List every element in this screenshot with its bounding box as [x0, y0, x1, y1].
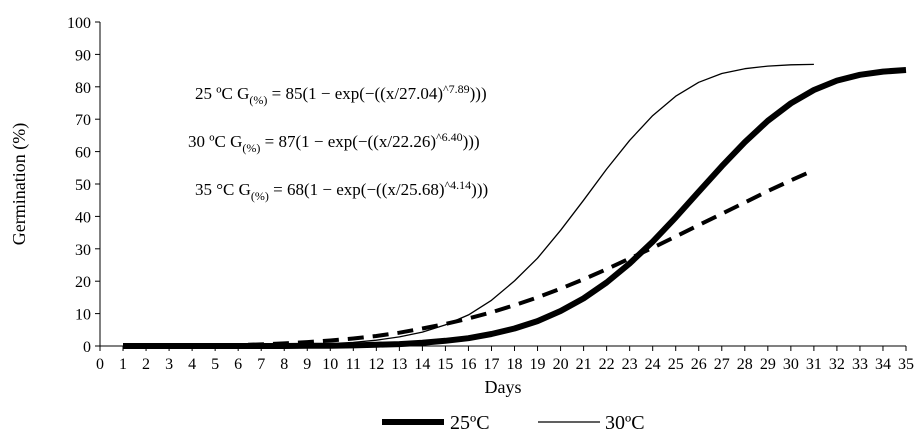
x-tick-label: 11 [346, 356, 361, 373]
x-tick-label: 18 [507, 356, 523, 373]
x-tick-label: 26 [691, 356, 707, 373]
x-tick-label: 13 [391, 356, 407, 373]
x-tick-label: 6 [234, 356, 242, 373]
x-tick-label: 15 [437, 356, 453, 373]
x-axis-ticks: 0 1 2 3 4 5 6 7 8 9 10 11 12 13 14 15 16 17 18 19 20 21 22 23 24… [96, 346, 914, 373]
x-tick-label: 23 [622, 356, 638, 373]
x-tick-label: 25 [668, 356, 684, 373]
x-tick-label: 3 [165, 356, 173, 373]
x-tick-label: 5 [211, 356, 219, 373]
x-tick-label: 28 [737, 356, 753, 373]
y-tick-label: 30 [75, 242, 91, 259]
y-tick-label: 60 [75, 145, 91, 162]
series-line-thick-dashed [123, 168, 815, 348]
series-line-thick-solid [123, 67, 907, 349]
equation-annotations: 25 ºC G(%) = 85(1 − exp(−((x/27.04)^7.89… [188, 82, 488, 203]
x-tick-label: 31 [806, 356, 822, 373]
x-axis-title: Days [485, 377, 522, 397]
x-tick-label: 9 [303, 356, 311, 373]
x-tick-label: 8 [280, 356, 288, 373]
x-tick-label: 16 [460, 356, 476, 373]
x-tick-label: 34 [875, 356, 891, 373]
x-tick-label: 1 [119, 356, 127, 373]
x-tick-label: 12 [368, 356, 384, 373]
equation-label: 30 ºC G(%) = 87(1 − exp(−((x/22.26)^6.40… [188, 130, 480, 155]
legend: 25ºC 30ºC [382, 412, 645, 434]
equation-label: 25 ºC G(%) = 85(1 − exp(−((x/27.04)^7.89… [195, 82, 487, 107]
x-tick-label: 17 [483, 356, 499, 373]
x-tick-label: 32 [829, 356, 845, 373]
x-tick-label: 2 [142, 356, 150, 373]
legend-label: 30ºC [605, 412, 645, 434]
y-tick-label: 0 [83, 339, 91, 356]
x-tick-label: 29 [760, 356, 776, 373]
x-tick-label: 27 [714, 356, 730, 373]
x-tick-label: 10 [322, 356, 338, 373]
x-tick-label: 7 [257, 356, 265, 373]
x-tick-label: 14 [414, 356, 430, 373]
legend-label: 25ºC [450, 412, 490, 434]
y-tick-label: 10 [75, 307, 91, 324]
equation-label: 35 °C G(%) = 68(1 − exp(−((x/25.68)^4.14… [195, 178, 488, 203]
y-tick-label: 20 [75, 274, 91, 291]
x-tick-label: 19 [530, 356, 546, 373]
x-tick-label: 30 [783, 356, 799, 373]
x-tick-label: 20 [553, 356, 569, 373]
y-tick-label: 40 [75, 209, 91, 226]
x-tick-label: 21 [576, 356, 592, 373]
x-tick-label: 4 [188, 356, 196, 373]
x-tick-label: 24 [645, 356, 661, 373]
y-tick-label: 50 [75, 177, 91, 194]
x-tick-label: 35 [898, 356, 914, 373]
y-tick-label: 100 [67, 15, 91, 32]
y-axis-ticks: 0 10 20 30 40 50 60 70 80 90 100 [67, 15, 100, 356]
y-tick-label: 80 [75, 80, 91, 97]
series-line-thin-solid [123, 63, 814, 347]
x-tick-label: 0 [96, 356, 104, 373]
x-tick-label: 33 [852, 356, 868, 373]
x-tick-label: 22 [599, 356, 615, 373]
series-layer [123, 63, 907, 349]
y-tick-label: 70 [75, 112, 91, 129]
y-tick-label: 90 [75, 47, 91, 64]
y-axis-title: Germination (%) [9, 123, 30, 245]
